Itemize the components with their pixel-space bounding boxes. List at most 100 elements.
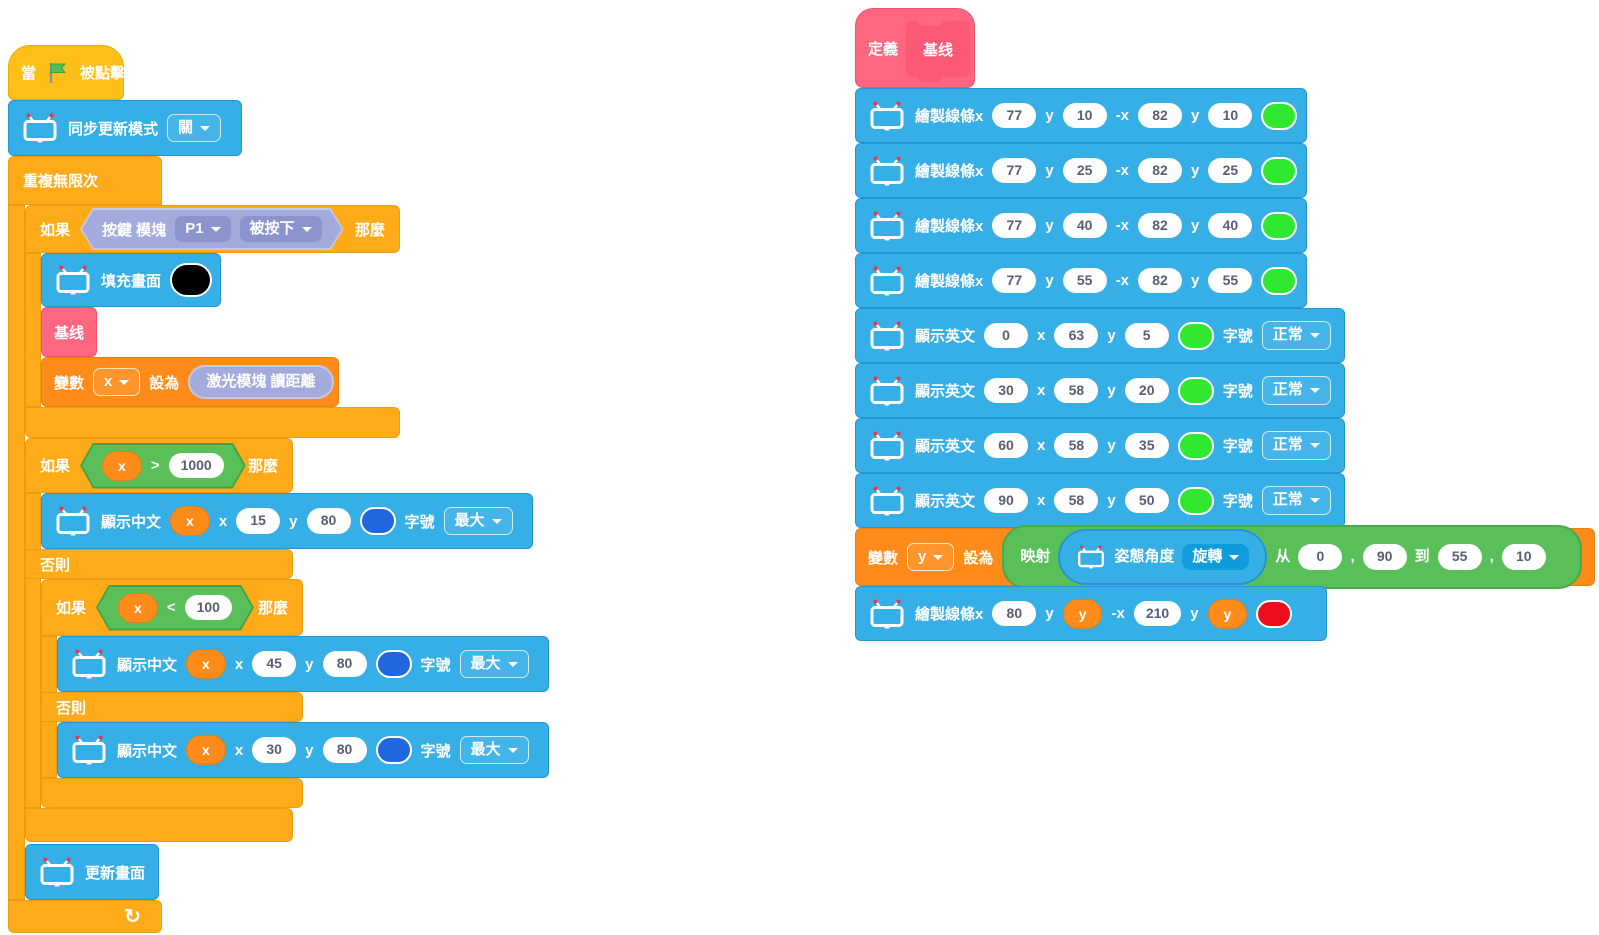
call-baseline-block[interactable]: 基线	[41, 307, 97, 357]
y-input[interactable]: 80	[306, 508, 351, 534]
line-color-swatch[interactable]	[1261, 101, 1298, 130]
x1-input[interactable]: 77	[992, 157, 1037, 184]
text-color-swatch[interactable]	[1177, 376, 1214, 405]
y-input[interactable]: 35	[1124, 432, 1169, 459]
x-input[interactable]: 30	[252, 737, 297, 763]
line-color-swatch[interactable]	[1261, 266, 1298, 295]
x2-input[interactable]: 82	[1138, 102, 1183, 129]
to-low-input[interactable]: 55	[1437, 544, 1482, 570]
to-high-input[interactable]: 10	[1501, 544, 1546, 570]
font-size-dropdown[interactable]: 正常	[1261, 376, 1331, 405]
x-input[interactable]: 58	[1054, 432, 1099, 459]
x-gt-1000-condition[interactable]: x > 1000	[80, 443, 246, 489]
variable-y-dropdown[interactable]: y	[907, 542, 955, 572]
show-chinese-block-1[interactable]: 顯示中文 x x 15 y 80 字號 最大	[41, 493, 533, 549]
font-size-dropdown[interactable]: 正常	[1261, 486, 1331, 515]
show-english-block[interactable]: 顯示英文 90 x 58 y 50 字號 正常	[855, 473, 1345, 528]
x-input[interactable]: 63	[1054, 322, 1099, 349]
text-input[interactable]: 60	[984, 432, 1029, 459]
show-chinese-block-3[interactable]: 顯示中文 x x 30 y 80 字號 最大	[57, 722, 549, 778]
sync-update-mode-block[interactable]: 同步更新模式 關	[8, 100, 242, 156]
sync-mode-dropdown[interactable]: 關	[167, 113, 222, 143]
text-input[interactable]: 30	[984, 377, 1029, 404]
when-flag-clicked-hat[interactable]: 當 被點擊	[8, 45, 125, 100]
x1-input[interactable]: 77	[992, 102, 1037, 129]
x1-input[interactable]: 77	[992, 212, 1037, 239]
y2-input[interactable]: 40	[1208, 212, 1253, 239]
line-color-swatch[interactable]	[1256, 599, 1293, 628]
y-input[interactable]: 20	[1124, 377, 1169, 404]
fill-screen-block[interactable]: 填充畫面	[41, 253, 221, 307]
x-input[interactable]: 58	[1054, 487, 1099, 514]
variable-y-reporter[interactable]: y	[1207, 598, 1248, 629]
text-color-swatch[interactable]	[1177, 431, 1214, 460]
text-color-swatch[interactable]	[375, 736, 412, 764]
variable-y-reporter[interactable]: y	[1062, 598, 1103, 629]
variable-x-reporter[interactable]: x	[170, 506, 210, 536]
font-size-dropdown[interactable]: 最大	[443, 506, 513, 536]
x2-input[interactable]: 82	[1138, 267, 1183, 294]
variable-x-reporter[interactable]: x	[186, 735, 226, 765]
font-size-dropdown[interactable]: 最大	[459, 735, 529, 765]
draw-line-block[interactable]: 繪製線條x 77 y 10 -x 82 y 10	[855, 88, 1307, 143]
else-bar-2[interactable]: 否則	[41, 692, 303, 722]
y2-input[interactable]: 25	[1208, 157, 1253, 184]
y-input[interactable]: 5	[1124, 322, 1169, 349]
variable-x-reporter[interactable]: x	[118, 593, 158, 623]
pose-angle-reporter[interactable]: 姿態角度 旋轉	[1058, 529, 1268, 585]
x2-input[interactable]: 210	[1133, 600, 1182, 627]
show-english-block[interactable]: 顯示英文 30 x 58 y 20 字號 正常	[855, 363, 1345, 418]
draw-line-variable-block[interactable]: 繪製線條x 80 y y -x 210 y y	[855, 586, 1327, 641]
key-module-pressed-condition[interactable]: 按鍵 模塊 P1 被按下	[80, 208, 344, 251]
show-chinese-block-2[interactable]: 顯示中文 x x 45 y 80 字號 最大	[57, 636, 549, 692]
text-input[interactable]: 90	[984, 487, 1029, 514]
compare-value-input[interactable]: 100	[185, 595, 232, 620]
text-color-swatch[interactable]	[1177, 486, 1214, 515]
key-state-dropdown[interactable]: 被按下	[240, 216, 322, 243]
variable-x-reporter[interactable]: x	[186, 649, 226, 679]
x-input[interactable]: 58	[1054, 377, 1099, 404]
if-key-pressed-header[interactable]: 如果 按鍵 模塊 P1 被按下 那麼	[25, 205, 400, 253]
fill-color-swatch[interactable]	[170, 263, 213, 297]
variable-x-dropdown[interactable]: x	[93, 367, 141, 397]
text-color-swatch[interactable]	[375, 650, 412, 678]
font-size-dropdown[interactable]: 正常	[1261, 321, 1331, 350]
draw-line-block[interactable]: 繪製線條x 77 y 25 -x 82 y 25	[855, 143, 1307, 198]
if-x-lt-100-header[interactable]: 如果 x < 100 那麼	[41, 579, 303, 636]
define-baseline-hat[interactable]: 定義 基线	[855, 8, 975, 88]
y1-input[interactable]: 25	[1062, 157, 1107, 184]
x1-input[interactable]: 80	[992, 600, 1037, 627]
y1-input[interactable]: 40	[1062, 212, 1107, 239]
from-low-input[interactable]: 0	[1298, 544, 1343, 570]
draw-line-block[interactable]: 繪製線條x 77 y 55 -x 82 y 55	[855, 253, 1307, 308]
font-size-dropdown[interactable]: 最大	[459, 649, 529, 679]
baseline-prototype-block[interactable]: 基线	[906, 20, 970, 82]
show-english-block[interactable]: 顯示英文 0 x 63 y 5 字號 正常	[855, 308, 1345, 363]
line-color-swatch[interactable]	[1261, 156, 1298, 185]
forever-loop-header[interactable]: 重複無限次	[8, 156, 162, 205]
x2-input[interactable]: 82	[1138, 212, 1183, 239]
compare-value-input[interactable]: 1000	[169, 453, 224, 478]
set-variable-y-block[interactable]: 變數 y 設為 映射 姿態角度 旋轉 从 0 , 90 到 55 , 10	[855, 525, 1595, 589]
y-input[interactable]: 50	[1124, 487, 1169, 514]
x2-input[interactable]: 82	[1138, 157, 1183, 184]
update-screen-block[interactable]: 更新畫面	[25, 844, 159, 900]
text-color-swatch[interactable]	[359, 507, 396, 535]
from-high-input[interactable]: 90	[1362, 544, 1407, 570]
font-size-dropdown[interactable]: 正常	[1261, 431, 1331, 460]
y-input[interactable]: 80	[322, 651, 367, 677]
variable-x-reporter[interactable]: x	[102, 451, 142, 481]
set-variable-x-block[interactable]: 變數 x 設為 激光模塊 讀距離	[41, 357, 339, 407]
key-port-dropdown[interactable]: P1	[175, 216, 230, 243]
line-color-swatch[interactable]	[1261, 211, 1298, 240]
text-input[interactable]: 0	[984, 322, 1029, 349]
x-input[interactable]: 45	[252, 651, 297, 677]
y1-input[interactable]: 55	[1062, 267, 1107, 294]
x-input[interactable]: 15	[236, 508, 281, 534]
laser-distance-reporter[interactable]: 激光模塊 讀距離	[188, 364, 334, 400]
if-x-gt-1000-header[interactable]: 如果 x > 1000 那麼	[25, 438, 293, 493]
y2-input[interactable]: 55	[1208, 267, 1253, 294]
y-input[interactable]: 80	[322, 737, 367, 763]
draw-line-block[interactable]: 繪製線條x 77 y 40 -x 82 y 40	[855, 198, 1307, 253]
else-bar-1[interactable]: 否則	[25, 549, 293, 579]
